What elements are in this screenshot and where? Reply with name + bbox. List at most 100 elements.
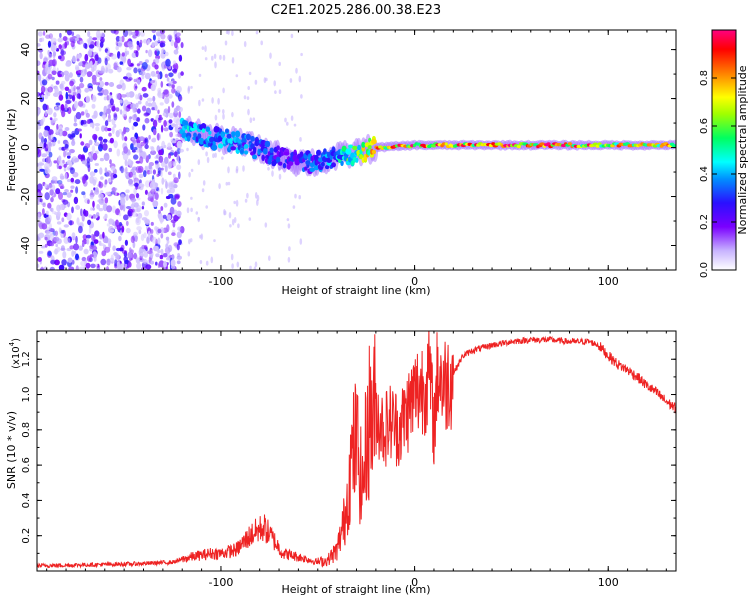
noise-mark: [200, 233, 204, 240]
noise-mark: [108, 147, 113, 153]
noise-mark: [246, 192, 249, 199]
noise-mark: [115, 93, 121, 100]
noise-mark: [50, 207, 54, 212]
noise-mark: [175, 32, 181, 37]
noise-mark: [162, 112, 167, 117]
noise-mark: [125, 72, 132, 79]
noise-mark: [214, 114, 218, 121]
noise-mark: [81, 242, 85, 248]
noise-mark: [100, 176, 104, 180]
noise-mark: [69, 80, 74, 87]
snr-y-axis-label: SNR (10 * v/v): [5, 411, 18, 489]
noise-mark: [50, 44, 56, 52]
noise-mark: [124, 159, 128, 167]
noise-mark: [83, 248, 89, 255]
noise-mark: [222, 54, 226, 61]
noise-mark: [51, 211, 57, 214]
noise-mark: [51, 76, 55, 81]
colorbar-gradient: [711, 29, 737, 271]
ridge-mark: [253, 147, 257, 155]
noise-mark: [68, 72, 73, 78]
noise-mark: [228, 212, 232, 219]
noise-mark: [159, 102, 164, 106]
noise-mark: [164, 96, 170, 105]
noise-mark: [123, 126, 127, 135]
noise-mark: [104, 179, 108, 185]
noise-mark: [89, 244, 94, 249]
noise-mark: [94, 54, 99, 62]
noise-mark: [130, 31, 137, 36]
noise-mark: [69, 245, 75, 250]
ridge-mark: [237, 139, 242, 144]
noise-mark: [67, 257, 73, 263]
noise-mark: [105, 266, 110, 270]
noise-mark: [167, 153, 172, 159]
noise-mark: [252, 117, 256, 121]
noise-mark: [109, 98, 114, 106]
noise-mark: [62, 159, 65, 164]
noise-mark: [148, 134, 151, 140]
noise-mark: [58, 55, 62, 60]
noise-mark: [167, 34, 173, 41]
noise-mark: [205, 260, 209, 266]
noise-mark: [287, 223, 291, 229]
noise-mark: [58, 191, 63, 200]
noise-mark: [197, 217, 200, 221]
noise-mark: [64, 41, 68, 49]
ridge-mark: [361, 141, 366, 148]
noise-mark: [71, 206, 74, 214]
noise-mark: [119, 61, 124, 65]
noise-mark: [128, 30, 132, 36]
noise-mark: [180, 71, 184, 76]
noise-mark: [74, 100, 78, 109]
noise-mark: [189, 238, 193, 243]
ridge-mark: [309, 167, 316, 172]
noise-mark: [174, 40, 178, 49]
noise-mark: [86, 238, 90, 245]
noise-mark: [118, 235, 122, 242]
y-tick-label: 0: [19, 144, 32, 151]
noise-mark: [168, 72, 174, 78]
noise-mark: [89, 60, 93, 69]
noise-mark: [73, 85, 76, 92]
noise-mark: [237, 223, 240, 229]
noise-mark: [65, 99, 71, 105]
noise-mark: [144, 72, 151, 80]
noise-mark: [169, 131, 174, 138]
noise-mark: [60, 175, 65, 180]
ridge-mark: [305, 160, 311, 165]
noise-mark: [163, 120, 167, 127]
noise-mark: [249, 117, 253, 124]
y-tick-label: 20: [19, 92, 32, 106]
noise-mark: [119, 99, 123, 104]
noise-mark: [167, 142, 172, 149]
noise-mark: [144, 144, 149, 150]
ridge-mark: [359, 154, 364, 160]
noise-mark: [224, 40, 228, 46]
noise-mark: [150, 260, 154, 265]
noise-mark: [61, 80, 66, 85]
noise-mark: [45, 62, 49, 69]
noise-mark: [144, 59, 149, 63]
noise-mark: [152, 95, 156, 102]
noise-mark: [163, 202, 168, 208]
noise-mark: [37, 43, 41, 47]
noise-mark: [93, 239, 99, 245]
noise-mark: [67, 237, 71, 244]
noise-mark: [88, 214, 92, 218]
noise-mark: [84, 210, 89, 217]
noise-mark: [68, 89, 72, 94]
noise-mark: [64, 189, 69, 193]
noise-mark: [120, 165, 124, 174]
noise-mark: [121, 82, 126, 91]
noise-mark: [71, 130, 76, 139]
noise-mark: [94, 163, 100, 166]
noise-mark: [73, 158, 80, 163]
noise-mark: [154, 160, 159, 164]
ridge-mark: [369, 153, 375, 158]
noise-mark: [233, 217, 237, 223]
noise-mark: [147, 250, 153, 255]
noise-mark: [50, 197, 54, 203]
noise-mark: [75, 186, 79, 194]
noise-mark: [71, 140, 76, 147]
